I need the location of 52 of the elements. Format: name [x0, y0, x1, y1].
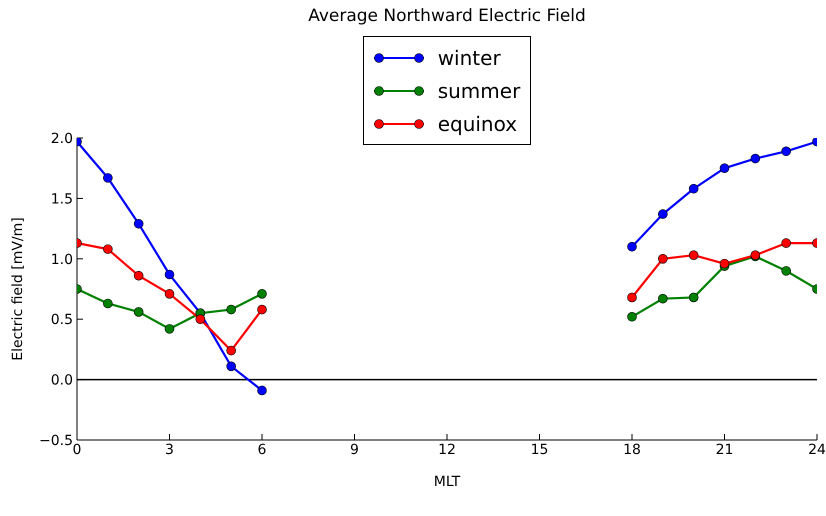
y-axis-title: Electric field [mV/m]: [10, 217, 26, 361]
point: [720, 163, 730, 173]
point: [134, 307, 144, 317]
point: [627, 292, 637, 302]
point: [658, 254, 668, 264]
y-tick-label: 0.0: [50, 372, 73, 389]
x-tick-label: 0: [72, 442, 82, 458]
point: [103, 244, 113, 254]
point: [226, 362, 236, 372]
point: [781, 146, 791, 156]
point: [103, 173, 113, 183]
y-tick-label: −0.5: [39, 432, 73, 449]
x-tick-label: 6: [258, 442, 267, 458]
point: [688, 184, 698, 194]
point: [720, 258, 730, 268]
y-tick-label: 1.5: [50, 191, 73, 208]
x-tick-label: 9: [350, 442, 359, 458]
point: [750, 154, 760, 164]
point: [164, 289, 174, 299]
x-tick-label: 15: [530, 442, 548, 458]
point: [257, 386, 267, 396]
x-axis-title: MLT: [434, 474, 461, 490]
x-tick-label: 3: [165, 442, 174, 458]
point: [226, 304, 236, 314]
y-tick-label: 2.0: [50, 130, 73, 147]
point: [196, 314, 206, 324]
y-tick-label: 0.5: [50, 312, 73, 328]
point: [257, 304, 267, 314]
x-tick-label: 21: [716, 442, 734, 458]
point: [781, 238, 791, 248]
point: [688, 292, 698, 302]
legend-label: equinox: [438, 112, 518, 136]
point: [781, 266, 791, 276]
point: [688, 250, 698, 260]
point: [164, 324, 174, 334]
x-tick-label: 12: [438, 442, 456, 458]
y-tick-label: 1.0: [50, 252, 73, 268]
point: [627, 242, 637, 252]
legend-label: winter: [438, 46, 501, 70]
chart-title: Average Northward Electric Field: [307, 6, 587, 26]
point: [627, 312, 637, 322]
point: [134, 218, 144, 229]
point: [226, 346, 236, 356]
point: [164, 270, 174, 280]
point: [658, 294, 668, 304]
x-tick-label: 24: [808, 442, 826, 458]
point: [134, 270, 144, 281]
point: [103, 298, 113, 308]
x-tick-label: 18: [623, 442, 641, 458]
point: [658, 209, 668, 219]
point: [257, 289, 267, 299]
legend-label: summer: [438, 78, 520, 102]
